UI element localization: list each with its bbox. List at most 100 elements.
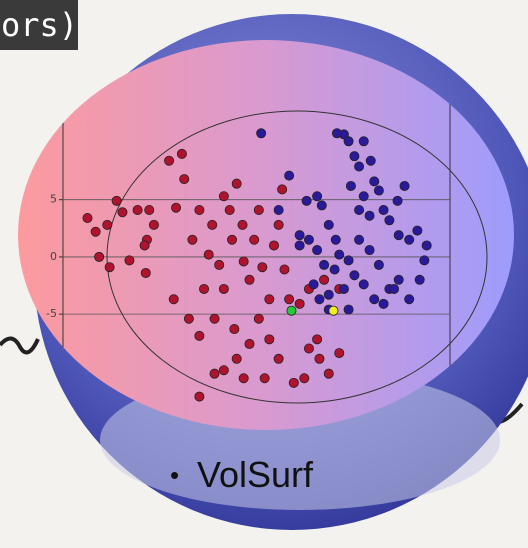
point: [210, 314, 219, 323]
point: [188, 235, 197, 244]
point: [164, 156, 173, 165]
point: [350, 271, 359, 280]
point: [366, 156, 375, 165]
point: [359, 280, 368, 289]
point: [140, 241, 149, 250]
point: [177, 149, 186, 158]
caption: VolSurf: [190, 452, 320, 498]
point: [295, 231, 304, 240]
point: [370, 295, 379, 304]
point: [400, 181, 409, 190]
point: [274, 205, 283, 214]
point: [415, 275, 424, 284]
point: [413, 226, 422, 235]
point: [346, 181, 355, 190]
point: [145, 205, 154, 214]
point: [394, 275, 403, 284]
y-tick-label: 5: [50, 193, 57, 206]
point: [422, 241, 431, 250]
point: [370, 177, 379, 186]
point: [227, 235, 236, 244]
point: [304, 235, 313, 244]
point: [91, 227, 100, 236]
point: [258, 263, 267, 272]
point: [210, 369, 219, 378]
point: [112, 196, 121, 205]
point: [331, 235, 340, 244]
point: [354, 162, 363, 171]
point: [295, 299, 304, 308]
point: [215, 260, 224, 269]
y-tick-label: -5: [46, 307, 57, 320]
point: [324, 369, 333, 378]
point: [250, 235, 259, 244]
point: [313, 335, 322, 344]
point: [335, 250, 344, 259]
point: [238, 220, 247, 229]
point: [225, 205, 234, 214]
point: [95, 252, 104, 261]
point: [260, 374, 269, 383]
point: [195, 392, 204, 401]
point: [125, 256, 134, 265]
point: [254, 314, 263, 323]
point: [365, 245, 374, 254]
point: [332, 129, 341, 138]
slide: {"title_fragment": "ors)", "caption": "V…: [0, 0, 528, 548]
point: [184, 314, 193, 323]
point: [171, 203, 180, 212]
point: [344, 305, 353, 314]
point: [339, 284, 348, 293]
y-tick-label: 0: [50, 250, 57, 263]
point: [105, 263, 114, 272]
point: [245, 339, 254, 348]
point: [309, 280, 318, 289]
point: [354, 205, 363, 214]
point: [149, 220, 158, 229]
point: [300, 374, 309, 383]
point: [315, 354, 324, 363]
point: [354, 235, 363, 244]
point: [219, 366, 228, 375]
point: [359, 137, 368, 146]
point: [232, 179, 241, 188]
point: [287, 306, 296, 315]
point: [204, 250, 213, 259]
point: [257, 129, 266, 138]
point: [285, 171, 294, 180]
point: [169, 295, 178, 304]
point: [239, 374, 248, 383]
point: [374, 186, 383, 195]
point: [304, 344, 313, 353]
point: [313, 245, 322, 254]
point: [330, 265, 339, 274]
point: [208, 220, 217, 229]
point: [265, 295, 274, 304]
point: [324, 220, 333, 229]
point: [379, 205, 388, 214]
point: [254, 205, 263, 214]
point: [344, 256, 353, 265]
point: [344, 137, 353, 146]
point: [359, 192, 368, 201]
point: [280, 265, 289, 274]
point: [405, 235, 414, 244]
point: [269, 241, 278, 250]
point: [265, 335, 274, 344]
point: [295, 241, 304, 250]
point: [278, 185, 287, 194]
point: [141, 268, 150, 277]
point: [324, 290, 333, 299]
point: [320, 260, 329, 269]
point: [103, 220, 112, 229]
point: [420, 256, 429, 265]
point: [385, 216, 394, 225]
point: [219, 284, 228, 293]
point: [320, 275, 329, 284]
point: [405, 295, 414, 304]
point: [394, 231, 403, 240]
title-fragment: ors): [0, 0, 78, 50]
point: [317, 201, 326, 210]
point: [329, 306, 338, 315]
point: [365, 211, 374, 220]
